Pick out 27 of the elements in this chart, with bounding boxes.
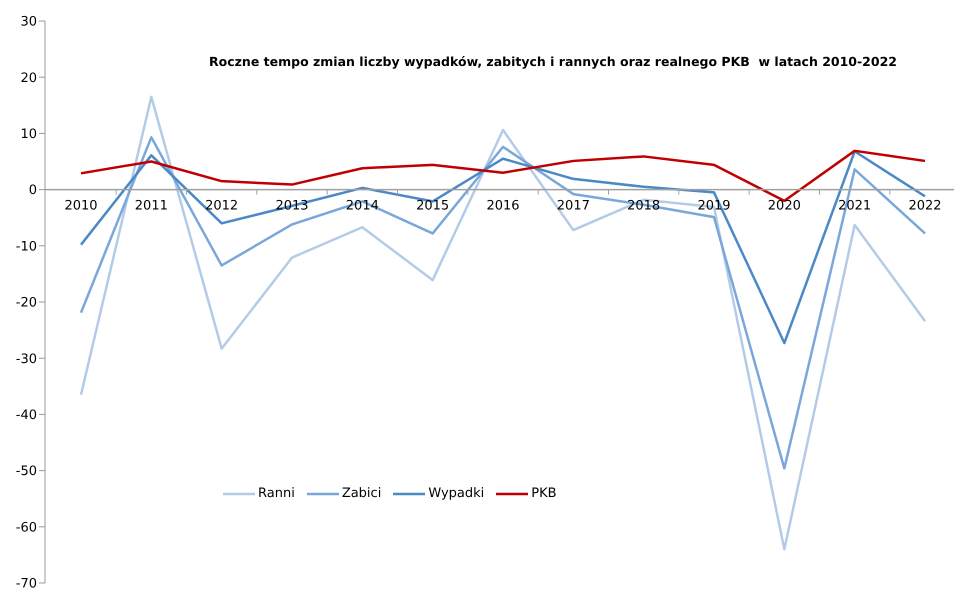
y-tick-label: 20 bbox=[20, 70, 37, 86]
x-tick-label: 2017 bbox=[556, 198, 590, 214]
x-tick-label: 2018 bbox=[627, 198, 660, 214]
x-tick-label: 2015 bbox=[416, 198, 450, 214]
y-tick-label: -50 bbox=[16, 464, 37, 480]
x-tick-label: 2021 bbox=[838, 198, 872, 214]
x-tick-label: 2012 bbox=[205, 198, 238, 214]
legend-label: Ranni bbox=[258, 486, 295, 501]
legend-label: Zabici bbox=[342, 486, 382, 501]
x-tick-label: 2016 bbox=[486, 198, 520, 214]
y-tick-label: -10 bbox=[16, 239, 37, 254]
y-tick-label: -40 bbox=[16, 408, 37, 424]
x-tick-label: 2020 bbox=[768, 198, 801, 214]
y-tick-label: 30 bbox=[20, 14, 37, 30]
x-tick-label: 2022 bbox=[908, 198, 942, 214]
text: Roczne tempo zmian liczby wypadków, zabitych i rannych oraz realnego PKB w latach 2010-2022 bbox=[208, 54, 898, 69]
x-tick-label: 2010 bbox=[64, 198, 98, 214]
y-tick-label: 10 bbox=[20, 127, 37, 142]
y-tick-label: 0 bbox=[28, 183, 37, 198]
legend-label: Wypadki bbox=[428, 486, 484, 501]
x-tick-label: 2014 bbox=[346, 198, 379, 214]
x-tick-label: 2011 bbox=[134, 198, 168, 214]
y-tick-label: -20 bbox=[16, 296, 37, 311]
y-tick-label: -70 bbox=[16, 576, 37, 592]
y-tick-label: -30 bbox=[16, 352, 37, 367]
y-tick-label: -60 bbox=[16, 520, 37, 536]
legend-label: PKB bbox=[531, 486, 557, 501]
